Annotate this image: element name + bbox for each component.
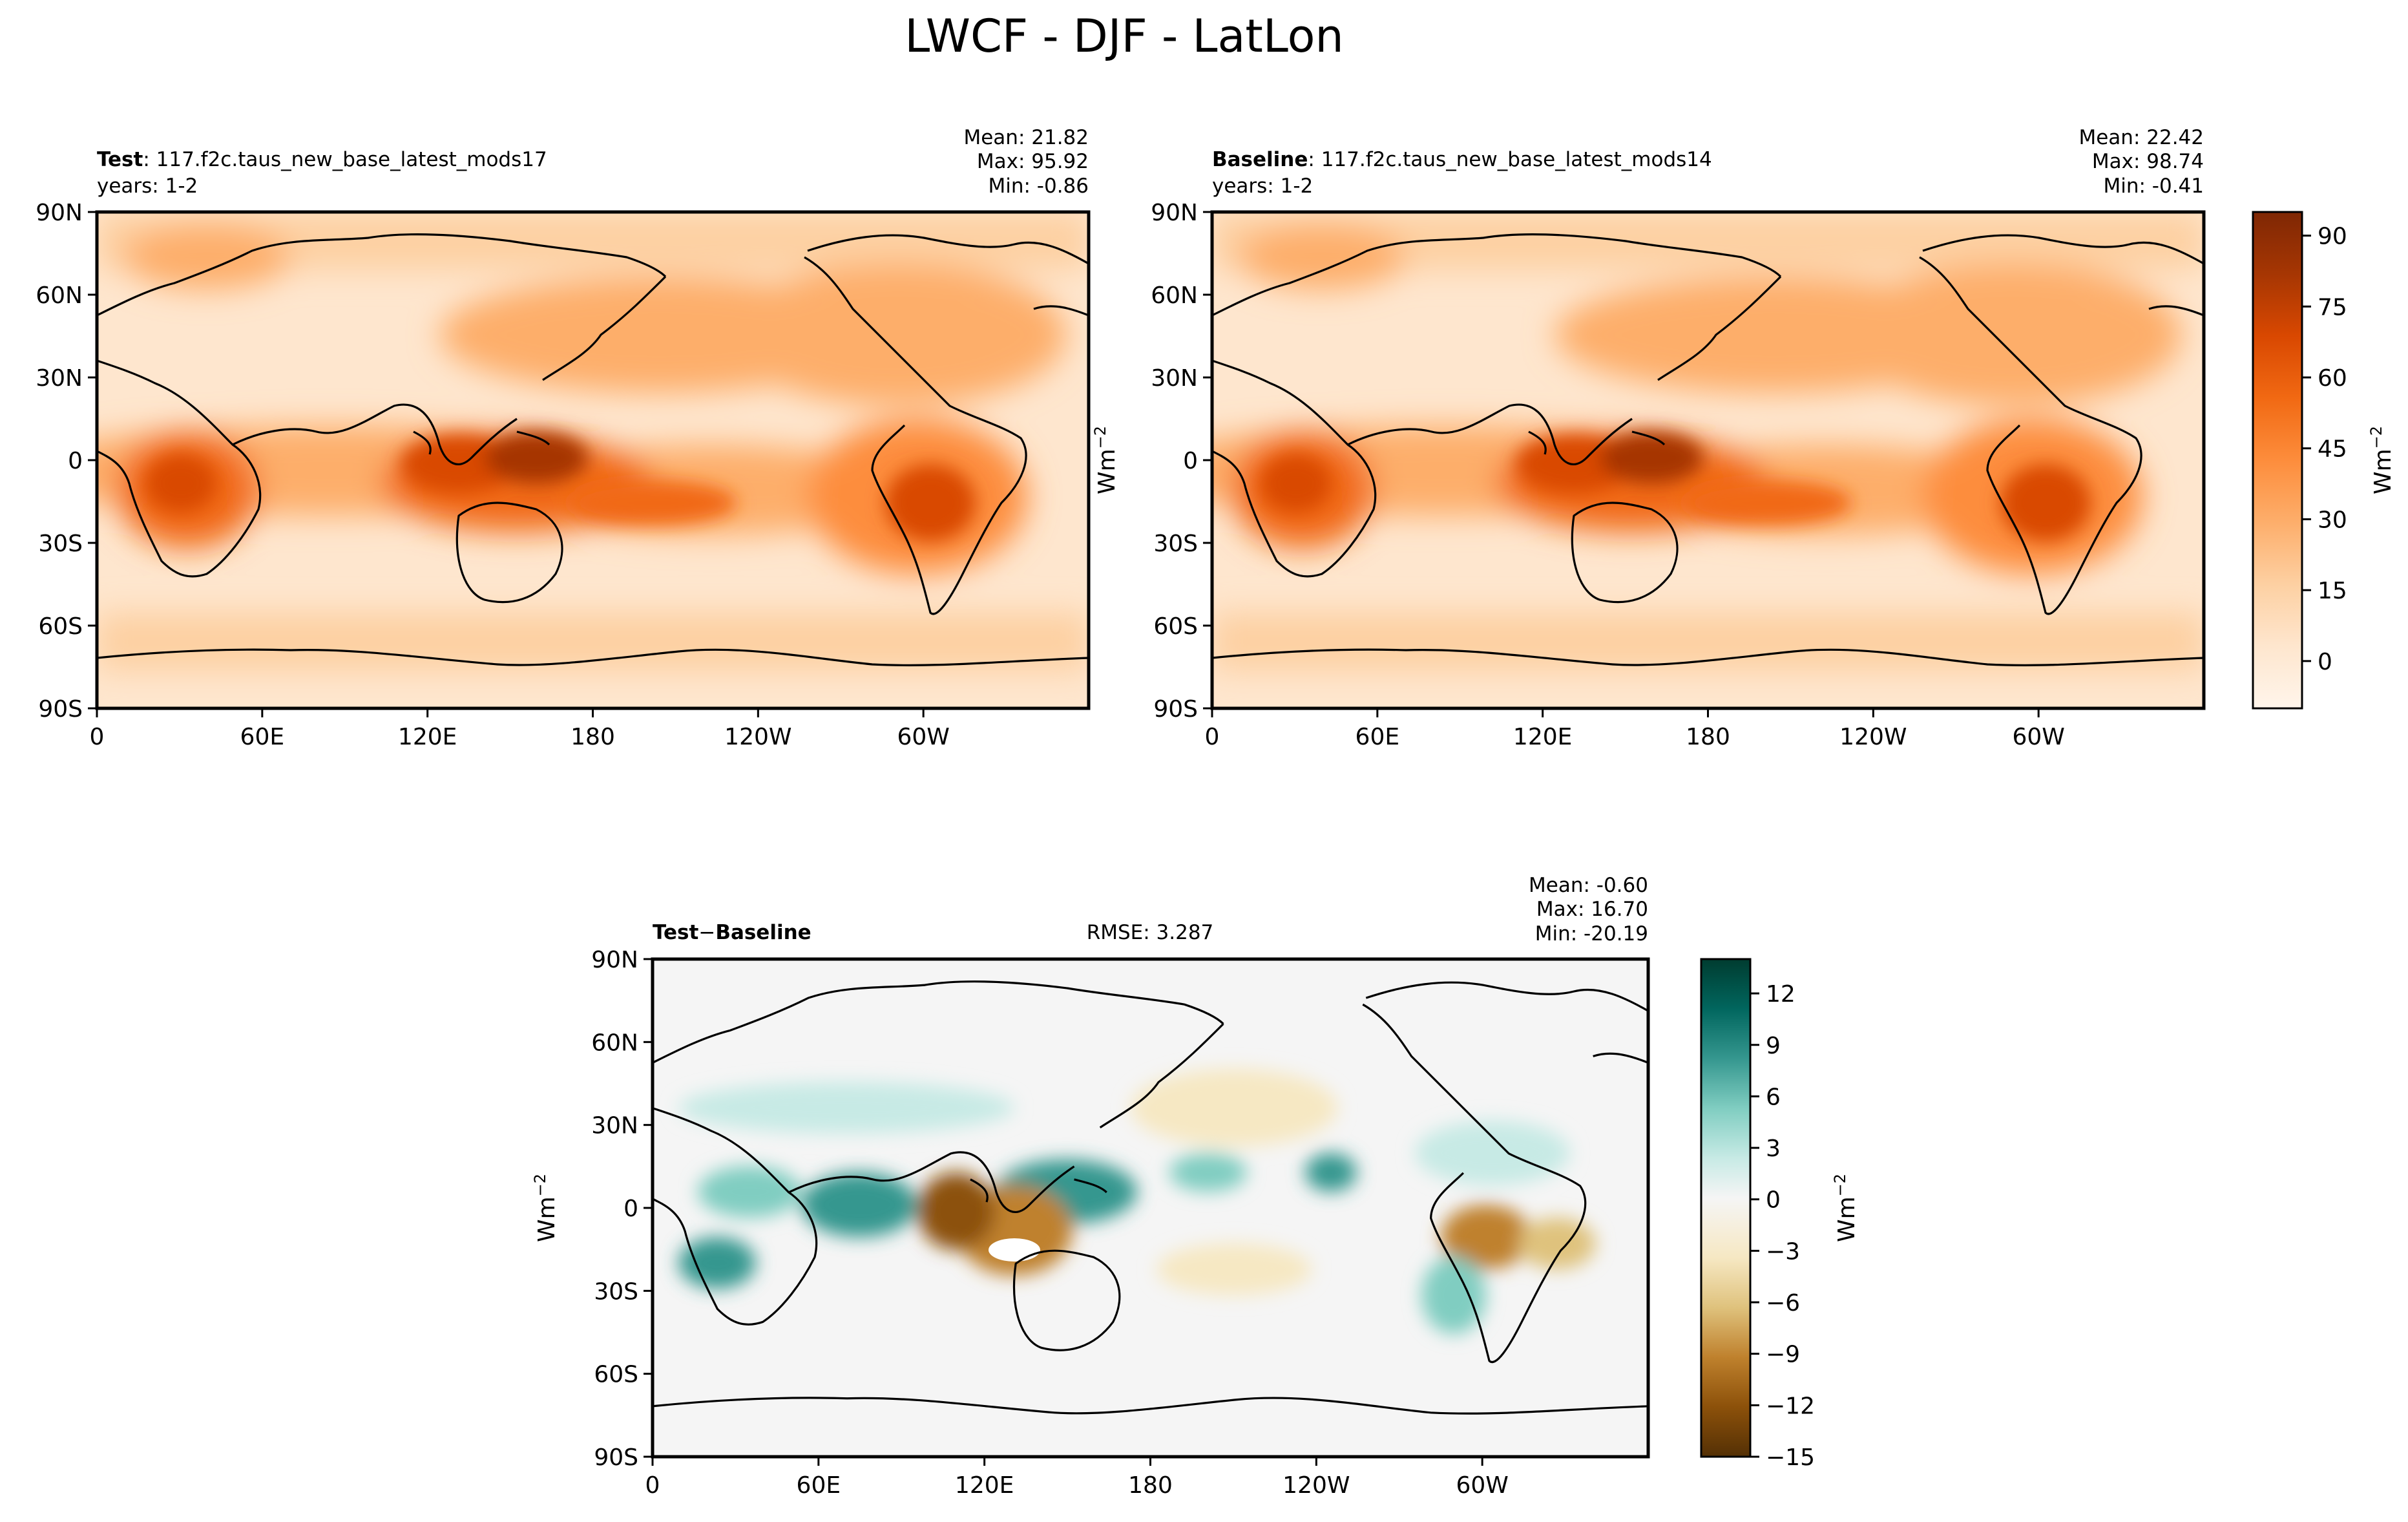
test-lon-tick-label: 120W — [724, 724, 791, 750]
baseline-lat-tick-label: 60N — [1151, 282, 1198, 309]
baseline-lon-tick-label: 120W — [1839, 724, 1907, 750]
test-panel: Test: 117.f2c.taus_new_base_latest_mods1… — [36, 126, 1091, 750]
colorbar-bottom-tick-label: −12 — [1766, 1393, 1815, 1419]
baseline-panel-name: Baseline — [1212, 148, 1308, 171]
test-lon-tick-label: 60W — [897, 724, 949, 750]
diff-panel-max: Max: 16.70 — [1536, 898, 1648, 921]
test-lon-tick-label: 0 — [90, 724, 105, 750]
baseline-panel-mean: Mean: 22.42 — [2078, 126, 2204, 149]
baseline-lat-tick-label: 90N — [1151, 200, 1198, 226]
diff-lon-tick-label: 60E — [797, 1472, 841, 1499]
baseline-ylabel: Wm−2 — [1091, 426, 1120, 494]
diff-lon-tick-label: 120E — [955, 1472, 1014, 1499]
figure-title: LWCF - DJF - LatLon — [905, 10, 1344, 63]
diff-lat-tick-label: 90N — [591, 947, 638, 973]
test-panel-max: Max: 95.92 — [977, 150, 1089, 173]
colorbar-top-tick-label: 60 — [2318, 365, 2347, 392]
test-lat-tick-label: 90S — [38, 696, 83, 723]
svg-text:Test−Baseline: Test−Baseline — [653, 921, 811, 944]
baseline-panel-max: Max: 98.74 — [2092, 150, 2204, 173]
test-panel-case: 117.f2c.taus_new_base_latest_mods17 — [156, 148, 547, 171]
diff-panel-min: Min: -20.19 — [1535, 922, 1648, 946]
diff-panel-name-b: Baseline — [715, 921, 811, 944]
diff-panel: Test−Baseline RMSE: 3.287 Mean: -0.60 Ma… — [531, 874, 1650, 1499]
test-lat-tick-label: 60N — [36, 282, 83, 309]
colorbar-top-tick-label: 45 — [2318, 436, 2347, 463]
colorbar-top-label: Wm−2 — [2367, 426, 2396, 494]
diff-lat-tick-label: 30S — [594, 1278, 638, 1305]
diff-lat-tick-label: 90S — [594, 1444, 638, 1471]
colorbar-top-tick-label: 30 — [2318, 507, 2347, 533]
colorbar-bottom-bar — [1700, 958, 1752, 1458]
baseline-map — [1212, 212, 2204, 708]
baseline-lat-tick-label: 60S — [1153, 613, 1198, 640]
colorbar-bottom-tick-label: −6 — [1766, 1290, 1800, 1316]
colorbar-bottom-tick-label: 3 — [1766, 1136, 1781, 1162]
colorbar-top-tick-label: 90 — [2318, 224, 2347, 250]
colorbar-bottom-tick-label: −3 — [1766, 1238, 1800, 1265]
test-panel-mean: Mean: 21.82 — [963, 126, 1089, 149]
colorbar-bottom-tick-label: 9 — [1766, 1033, 1781, 1059]
colorbar-bottom-label: Wm−2 — [1831, 1174, 1860, 1242]
diff-panel-rmse: RMSE: 3.287 — [1087, 921, 1214, 944]
colorbar-bottom-tick-label: −15 — [1766, 1444, 1815, 1471]
test-map — [97, 212, 1089, 708]
diff-lon-tick-label: 0 — [645, 1472, 660, 1499]
baseline-lat-tick-label: 0 — [1183, 448, 1198, 474]
colorbar-top-tick-label: 0 — [2318, 649, 2332, 675]
test-lat-tick-label: 60S — [38, 613, 83, 640]
baseline-lon-tick-label: 60W — [2012, 724, 2064, 750]
baseline-lat-tick-label: 90S — [1153, 696, 1198, 723]
diff-map — [653, 959, 1648, 1457]
test-lon-tick-label: 180 — [571, 724, 615, 750]
test-lat-tick-label: 30N — [36, 365, 83, 392]
diff-lat-tick-label: 60N — [591, 1030, 638, 1056]
test-lat-tick-label: 30S — [38, 531, 83, 557]
baseline-lon-tick-label: 120E — [1513, 724, 1572, 750]
colorbar-bottom-tick-label: −9 — [1766, 1342, 1800, 1368]
test-lat-tick-label: 0 — [68, 448, 83, 474]
baseline-panel-case: 117.f2c.taus_new_base_latest_mods14 — [1321, 148, 1712, 171]
diff-lon-tick-label: 180 — [1128, 1472, 1173, 1499]
test-panel-name: Test — [97, 148, 143, 171]
diff-lon-tick-label: 120W — [1283, 1472, 1350, 1499]
colorbar-top-tick-label: 15 — [2318, 578, 2347, 604]
diff-panel-mean: Mean: -0.60 — [1529, 874, 1648, 897]
colorbar-top-tick-label: 75 — [2318, 294, 2347, 321]
diff-panel-name-a: Test — [653, 921, 699, 944]
colorbar-top-bar — [2252, 211, 2303, 710]
baseline-lon-tick-label: 180 — [1686, 724, 1730, 750]
test-panel-min: Min: -0.86 — [988, 174, 1089, 198]
baseline-lon-tick-label: 0 — [1205, 724, 1220, 750]
diff-lat-tick-label: 0 — [623, 1196, 638, 1222]
colorbar-bottom-tick-label: 6 — [1766, 1084, 1781, 1110]
colorbar-bottom: 12 9 6 3 0 −3 −6 −9 −12 −15 Wm−2 — [1700, 958, 1860, 1471]
diff-lat-tick-label: 30N — [591, 1113, 638, 1139]
diff-ylabel: Wm−2 — [531, 1174, 560, 1242]
test-lat-tick-label: 90N — [36, 200, 83, 226]
diff-lat-tick-label: 60S — [594, 1362, 638, 1388]
diff-lon-tick-label: 60W — [1456, 1472, 1508, 1499]
svg-text:Test: 117.f2c.taus_new_base_la: Test: 117.f2c.taus_new_base_latest_mods1… — [97, 148, 547, 171]
test-lon-tick-label: 120E — [398, 724, 457, 750]
colorbar-top: 90 75 60 45 30 15 0 Wm−2 — [2252, 211, 2396, 710]
test-panel-years: years: 1-2 — [97, 174, 198, 198]
baseline-lat-tick-label: 30S — [1153, 531, 1198, 557]
baseline-lat-tick-label: 30N — [1151, 365, 1198, 392]
baseline-panel-years: years: 1-2 — [1212, 174, 1313, 198]
baseline-panel-min: Min: -0.41 — [2103, 174, 2204, 198]
test-lon-tick-label: 60E — [240, 724, 285, 750]
colorbar-bottom-tick-label: 0 — [1766, 1187, 1781, 1214]
baseline-panel: Baseline: 117.f2c.taus_new_base_latest_m… — [1091, 126, 2206, 750]
svg-text:Baseline: 117.f2c.taus_new_bas: Baseline: 117.f2c.taus_new_base_latest_m… — [1212, 148, 1712, 171]
baseline-lon-tick-label: 60E — [1356, 724, 1400, 750]
colorbar-bottom-tick-label: 12 — [1766, 981, 1796, 1008]
